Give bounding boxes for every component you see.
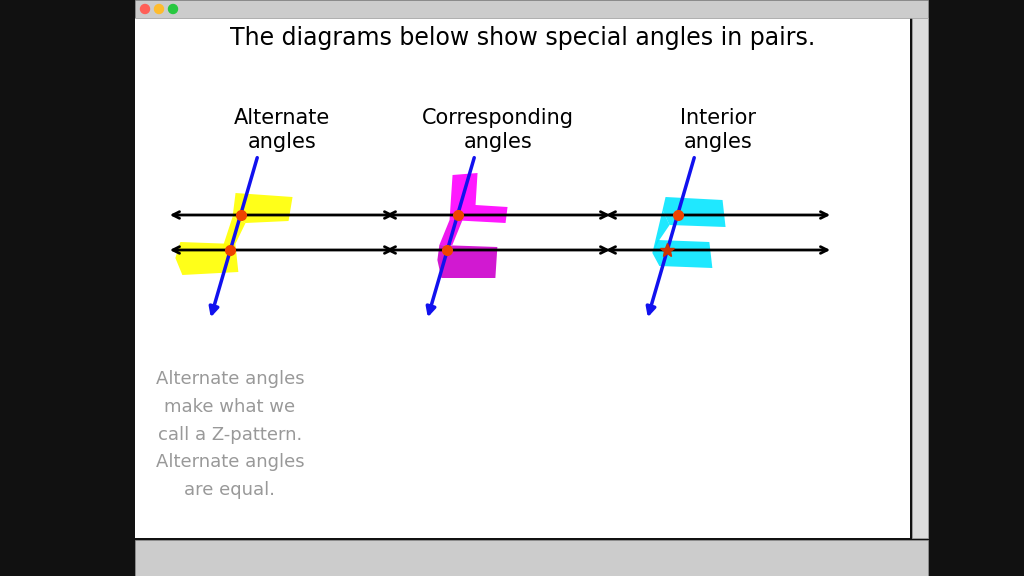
Text: Interior
angles: Interior angles [680,108,756,151]
Polygon shape [663,197,726,227]
Text: Alternate
angles: Alternate angles [233,108,330,151]
Text: Corresponding
angles: Corresponding angles [422,108,574,151]
FancyBboxPatch shape [135,0,928,18]
Polygon shape [232,193,293,223]
Circle shape [155,5,164,13]
FancyBboxPatch shape [912,18,928,538]
FancyBboxPatch shape [135,18,910,538]
FancyBboxPatch shape [135,540,928,576]
Circle shape [140,5,150,13]
Polygon shape [652,210,670,253]
Polygon shape [450,173,508,223]
Polygon shape [175,242,239,275]
Polygon shape [652,240,713,268]
Text: The diagrams below show special angles in pairs.: The diagrams below show special angles i… [229,26,815,50]
Circle shape [169,5,177,13]
Polygon shape [437,245,498,278]
Polygon shape [439,220,463,245]
Polygon shape [222,217,246,248]
Text: Alternate angles
make what we
call a Z-pattern.
Alternate angles
are equal.: Alternate angles make what we call a Z-p… [156,370,304,499]
